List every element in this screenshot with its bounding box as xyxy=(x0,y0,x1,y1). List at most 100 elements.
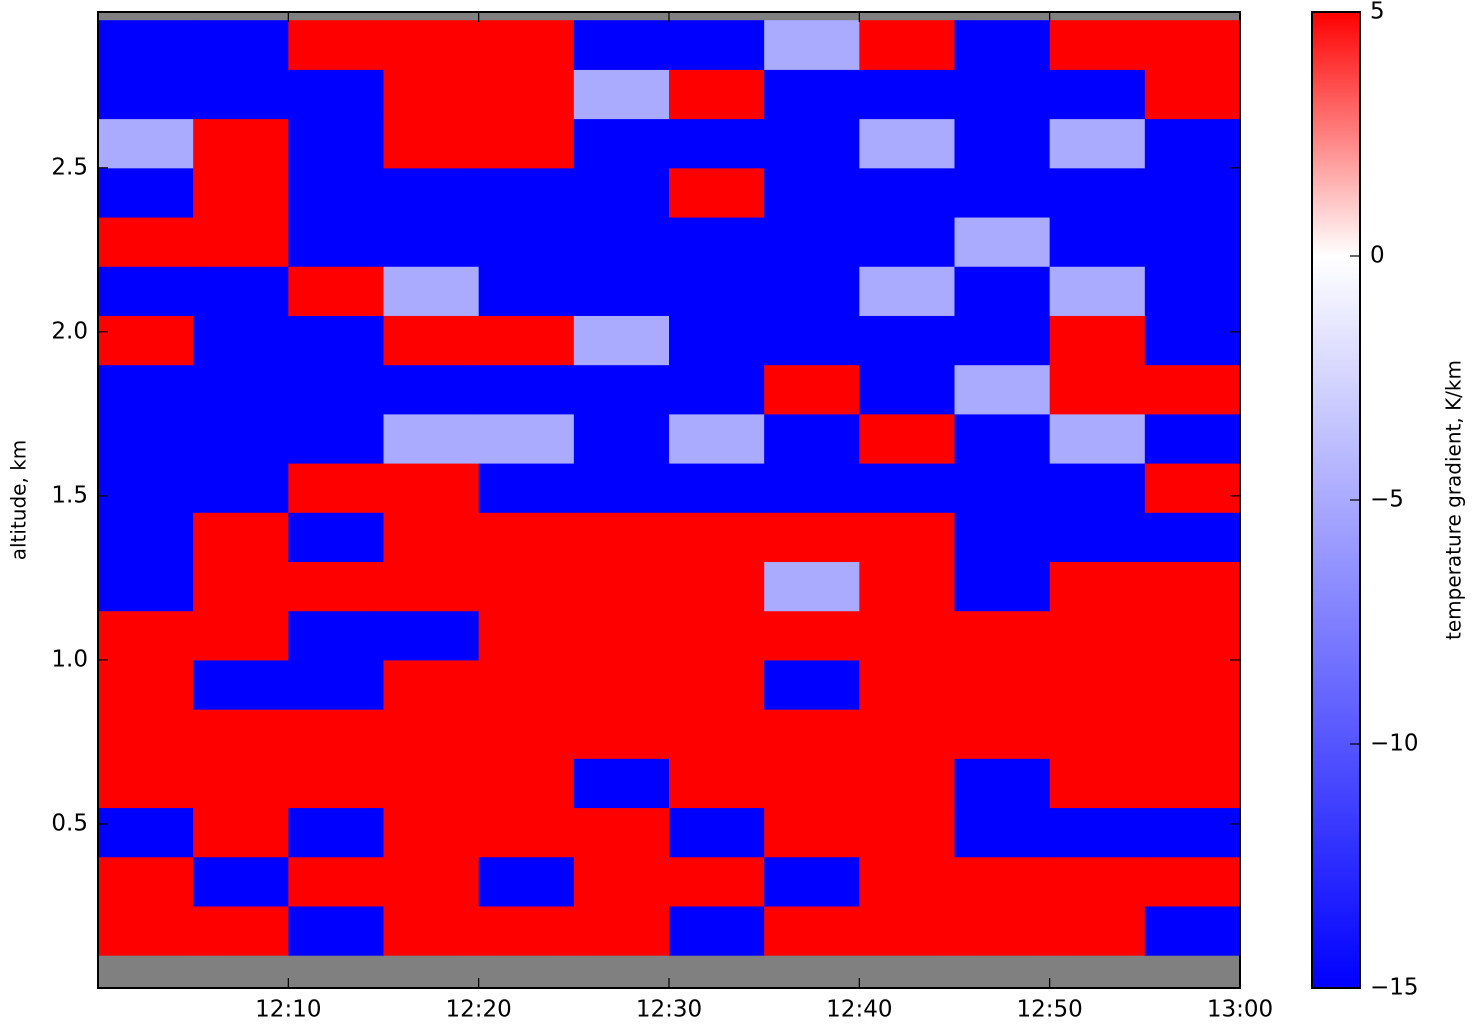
heatmap-cell xyxy=(478,118,575,169)
heatmap-cell xyxy=(669,167,765,218)
heatmap-cell xyxy=(669,217,765,267)
heatmap-cell xyxy=(383,118,480,169)
heatmap-cell xyxy=(478,69,575,120)
heatmap-cell xyxy=(1144,610,1241,661)
heatmap-cell xyxy=(478,758,575,809)
heatmap-cell xyxy=(954,20,1051,70)
heatmap-cell xyxy=(288,20,384,70)
heatmap-cell xyxy=(1144,266,1241,316)
heatmap-cell xyxy=(573,610,670,661)
heatmap-cell xyxy=(859,315,955,366)
heatmap-cell xyxy=(478,807,575,858)
heatmap-cell xyxy=(669,69,765,120)
heatmap-cell xyxy=(669,856,765,907)
heatmap-cell xyxy=(764,709,860,759)
heatmap-cell xyxy=(669,610,765,661)
heatmap-cell xyxy=(573,561,670,612)
heatmap xyxy=(98,20,1241,956)
heatmap-cell xyxy=(288,463,384,513)
heatmap-cell xyxy=(764,364,860,415)
heatmap-cell xyxy=(1144,856,1241,907)
heatmap-cell xyxy=(383,807,480,858)
heatmap-cell xyxy=(288,315,384,366)
heatmap-cell xyxy=(288,905,384,956)
heatmap-cell xyxy=(288,758,384,809)
heatmap-cell xyxy=(859,512,955,563)
heatmap-cell xyxy=(764,758,860,809)
heatmap-cell xyxy=(478,610,575,661)
x-tick-label: 13:00 xyxy=(1207,997,1273,1023)
heatmap-cell xyxy=(288,709,384,759)
heatmap-cell xyxy=(98,364,194,415)
x-tick-label: 12:40 xyxy=(826,997,892,1023)
heatmap-cell xyxy=(1049,217,1146,267)
heatmap-cell xyxy=(478,512,575,563)
heatmap-cell xyxy=(98,512,194,563)
heatmap-cell xyxy=(669,561,765,612)
heatmap-cell xyxy=(288,413,384,464)
heatmap-cell xyxy=(573,217,670,267)
heatmap-cell xyxy=(193,413,289,464)
heatmap-cell xyxy=(478,905,575,956)
heatmap-cell xyxy=(764,20,860,70)
heatmap-cell xyxy=(383,856,480,907)
heatmap-cell xyxy=(478,463,575,513)
heatmap-cell xyxy=(573,659,670,710)
heatmap-cell xyxy=(478,413,575,464)
heatmap-cell xyxy=(98,807,194,858)
heatmap-cell xyxy=(954,807,1051,858)
heatmap-cell xyxy=(1049,20,1146,70)
x-tick-label: 12:30 xyxy=(636,997,702,1023)
heatmap-cell xyxy=(954,217,1051,267)
heatmap-cell xyxy=(383,610,480,661)
heatmap-cell xyxy=(573,315,670,366)
colorbar-tick-label: −15 xyxy=(1370,975,1419,1001)
heatmap-cell xyxy=(1144,20,1241,70)
heatmap-cell xyxy=(98,709,194,759)
heatmap-cell xyxy=(764,315,860,366)
heatmap-cell xyxy=(669,807,765,858)
heatmap-cell xyxy=(859,20,955,70)
heatmap-cell xyxy=(669,364,765,415)
heatmap-cell xyxy=(193,217,289,267)
heatmap-cell xyxy=(764,659,860,710)
heatmap-cell xyxy=(954,118,1051,169)
heatmap-cell xyxy=(478,217,575,267)
heatmap-cell xyxy=(1049,69,1146,120)
heatmap-cell xyxy=(193,561,289,612)
heatmap-cell xyxy=(859,807,955,858)
heatmap-cell xyxy=(288,266,384,316)
heatmap-cell xyxy=(1049,167,1146,218)
heatmap-cell xyxy=(193,167,289,218)
heatmap-cell xyxy=(1049,659,1146,710)
heatmap-cell xyxy=(573,118,670,169)
heatmap-cell xyxy=(98,266,194,316)
heatmap-cell xyxy=(573,69,670,120)
heatmap-cell xyxy=(954,709,1051,759)
heatmap-cell xyxy=(383,463,480,513)
heatmap-cell xyxy=(193,758,289,809)
heatmap-cell xyxy=(1049,610,1146,661)
heatmap-cell xyxy=(1144,413,1241,464)
heatmap-cell xyxy=(764,905,860,956)
heatmap-cell xyxy=(383,69,480,120)
heatmap-cell xyxy=(573,758,670,809)
heatmap-cell xyxy=(478,315,575,366)
heatmap-cell xyxy=(193,610,289,661)
heatmap-cell xyxy=(573,167,670,218)
heatmap-cell xyxy=(954,364,1051,415)
heatmap-cell xyxy=(573,856,670,907)
heatmap-cell xyxy=(193,709,289,759)
heatmap-cell xyxy=(1049,758,1146,809)
heatmap-cell xyxy=(954,610,1051,661)
heatmap-cell xyxy=(954,758,1051,809)
heatmap-cell xyxy=(1049,807,1146,858)
heatmap-cell xyxy=(764,512,860,563)
heatmap-cell xyxy=(193,659,289,710)
heatmap-cell xyxy=(478,659,575,710)
heatmap-cell xyxy=(859,217,955,267)
heatmap-cell xyxy=(98,463,194,513)
heatmap-cell xyxy=(288,610,384,661)
heatmap-cell xyxy=(1144,167,1241,218)
